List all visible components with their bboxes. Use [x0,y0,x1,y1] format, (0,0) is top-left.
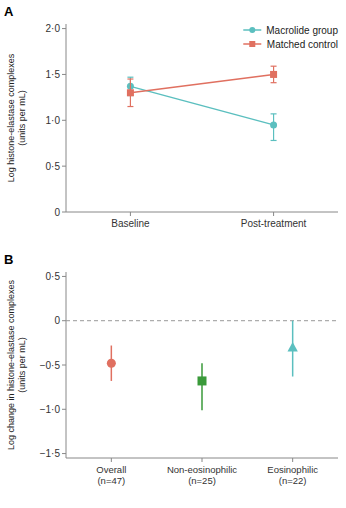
y-tick-label: −1·5 [40,448,61,459]
text-line: (n=25) [188,475,216,486]
y-tick [62,409,66,410]
x-tick-label: Post-treatment [241,218,307,229]
text-line: Log histone-elastase complexes [6,53,16,182]
chart: ALog histone-elastase complexes(units pe… [0,0,346,508]
y-axis-line [66,24,67,212]
panel-label: B [4,252,13,267]
x-tick-label: Non-eosinophilic(n=25) [167,464,237,486]
y-tick-label: 0·5 [46,271,61,282]
x-tick [111,458,112,462]
legend-label: Matched control [267,39,338,50]
text-line: (n=47) [97,475,125,486]
y-tick [62,276,66,277]
y-tick-label: −1·0 [40,404,61,415]
error-cap [271,113,277,114]
text-line: (n=22) [279,475,307,486]
series-line [130,74,273,92]
plot-area [127,66,277,140]
y-tick-label: −0·5 [40,360,61,371]
marker [198,376,207,385]
y-tick [62,166,66,167]
y-tick-label: 0 [54,315,60,326]
y-tick [62,120,66,121]
marker [270,121,277,128]
error-cap [127,78,133,79]
y-tick [62,320,66,321]
text-line: Baseline [111,218,150,229]
error-cap [271,66,277,67]
x-tick [130,212,131,216]
text-line: Log change in histone-elastase complexes [6,279,16,450]
legend: Macrolide group Matched control [243,25,338,50]
text-line: Overall [96,464,126,475]
y-tick [62,365,66,366]
text-line: (units per mL) [17,337,27,393]
panel: B Log change in histone-elastase complexe… [4,252,338,486]
text-line: Post-treatment [241,218,307,229]
x-tick-label: Overall(n=47) [96,464,126,486]
marker [127,89,134,96]
series-line [130,86,273,125]
x-tick [292,458,293,462]
error-bar [201,363,203,410]
text-line: (units per mL) [17,90,27,146]
text-line: Eosinophilic [267,464,318,475]
plot-area [66,321,338,410]
legend-label: Macrolide group [266,25,338,36]
x-tick [202,458,203,462]
x-axis-line [66,212,338,213]
x-tick-label: Eosinophilic(n=22) [267,464,318,486]
y-tick [62,453,66,454]
y-tick [62,212,66,213]
marker [107,359,116,368]
y-tick-label: 1·0 [46,115,61,126]
legend-marker [249,41,255,47]
y-tick [62,28,66,29]
error-bar [271,66,277,83]
marker [270,71,277,78]
error-cap [271,140,277,141]
x-tick-label: Baseline [111,218,150,229]
y-tick-label: 0·5 [46,161,61,172]
zero-line [66,320,338,321]
y-axis-label: Log change in histone-elastase complexes… [6,279,27,450]
error-bar [127,79,133,107]
error-cap [127,106,133,107]
y-tick [62,74,66,75]
error-cap [271,82,277,83]
legend-marker [249,27,255,33]
y-tick-label: 2·0 [46,23,61,34]
y-axis-label: Log histone-elastase complexes(units per… [6,53,27,182]
error-cap [127,77,133,78]
panel-label: A [4,4,14,19]
x-tick [273,212,274,216]
marker [287,342,297,351]
y-tick-label: 0 [54,207,60,218]
panel: A Log histone-elastase complexes(units pe… [4,4,338,229]
text-line: Non-eosinophilic [167,464,237,475]
y-tick-label: 1·5 [46,69,61,80]
error-bar [271,114,277,141]
